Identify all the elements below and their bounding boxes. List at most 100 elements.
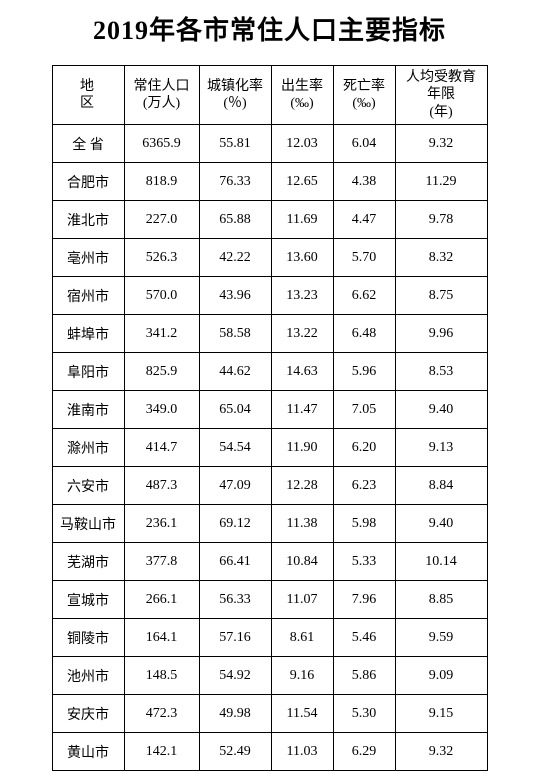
cell-urbanization: 55.81 [199,125,271,163]
cell-urbanization: 66.41 [199,543,271,581]
cell-education: 8.84 [395,467,487,505]
cell-urbanization: 76.33 [199,163,271,201]
page: 2019年各市常住人口主要指标 地 区 常住人口(万人) 城镇化率(％) 出生率… [0,0,539,771]
cell-urbanization: 47.09 [199,467,271,505]
cell-deathrate: 6.04 [333,125,395,163]
table-head: 地 区 常住人口(万人) 城镇化率(％) 出生率(‰) 死亡率(‰) 人均受教育… [52,66,487,125]
cell-urbanization: 57.16 [199,619,271,657]
cell-urbanization: 56.33 [199,581,271,619]
col-header-education: 人均受教育年限(年) [395,66,487,125]
cell-birthrate: 11.07 [271,581,333,619]
cell-deathrate: 5.96 [333,353,395,391]
cell-population: 236.1 [124,505,199,543]
table-row: 淮北市227.065.8811.694.479.78 [52,201,487,239]
cell-urbanization: 43.96 [199,277,271,315]
cell-region: 合肥市 [52,163,124,201]
table-row: 合肥市818.976.3312.654.3811.29 [52,163,487,201]
cell-education: 9.09 [395,657,487,695]
cell-deathrate: 6.29 [333,733,395,771]
page-title: 2019年各市常住人口主要指标 [0,10,539,47]
cell-population: 142.1 [124,733,199,771]
cell-population: 341.2 [124,315,199,353]
cell-urbanization: 65.04 [199,391,271,429]
table-body: 全 省6365.955.8112.036.049.32合肥市818.976.33… [52,125,487,771]
cell-urbanization: 54.92 [199,657,271,695]
cell-education: 9.59 [395,619,487,657]
cell-education: 10.14 [395,543,487,581]
cell-education: 9.13 [395,429,487,467]
cell-population: 570.0 [124,277,199,315]
cell-region: 宣城市 [52,581,124,619]
cell-education: 9.15 [395,695,487,733]
table-row: 池州市148.554.929.165.869.09 [52,657,487,695]
cell-region: 蚌埠市 [52,315,124,353]
cell-education: 9.32 [395,125,487,163]
cell-birthrate: 8.61 [271,619,333,657]
cell-population: 377.8 [124,543,199,581]
cell-population: 148.5 [124,657,199,695]
table-row: 宣城市266.156.3311.077.968.85 [52,581,487,619]
table-row: 铜陵市164.157.168.615.469.59 [52,619,487,657]
cell-deathrate: 7.96 [333,581,395,619]
cell-urbanization: 49.98 [199,695,271,733]
cell-birthrate: 10.84 [271,543,333,581]
cell-population: 266.1 [124,581,199,619]
cell-deathrate: 5.30 [333,695,395,733]
cell-education: 9.32 [395,733,487,771]
cell-birthrate: 11.38 [271,505,333,543]
col-header-deathrate: 死亡率(‰) [333,66,395,125]
cell-education: 11.29 [395,163,487,201]
table-row: 滁州市414.754.5411.906.209.13 [52,429,487,467]
cell-population: 526.3 [124,239,199,277]
cell-region: 铜陵市 [52,619,124,657]
cell-region: 芜湖市 [52,543,124,581]
cell-birthrate: 11.69 [271,201,333,239]
cell-region: 阜阳市 [52,353,124,391]
table-row: 安庆市472.349.9811.545.309.15 [52,695,487,733]
cell-deathrate: 7.05 [333,391,395,429]
cell-deathrate: 4.38 [333,163,395,201]
cell-birthrate: 11.47 [271,391,333,429]
cell-deathrate: 4.47 [333,201,395,239]
table-row: 全 省6365.955.8112.036.049.32 [52,125,487,163]
col-header-birthrate: 出生率(‰) [271,66,333,125]
cell-urbanization: 44.62 [199,353,271,391]
table-row: 阜阳市825.944.6214.635.968.53 [52,353,487,391]
cell-region: 安庆市 [52,695,124,733]
cell-deathrate: 5.46 [333,619,395,657]
cell-region: 淮北市 [52,201,124,239]
cell-region: 全 省 [52,125,124,163]
cell-birthrate: 13.23 [271,277,333,315]
cell-education: 9.96 [395,315,487,353]
table-row: 亳州市526.342.2213.605.708.32 [52,239,487,277]
cell-deathrate: 6.23 [333,467,395,505]
cell-birthrate: 11.54 [271,695,333,733]
population-table: 地 区 常住人口(万人) 城镇化率(％) 出生率(‰) 死亡率(‰) 人均受教育… [52,65,488,771]
cell-region: 黄山市 [52,733,124,771]
cell-birthrate: 14.63 [271,353,333,391]
cell-urbanization: 54.54 [199,429,271,467]
cell-region: 宿州市 [52,277,124,315]
cell-population: 818.9 [124,163,199,201]
cell-population: 227.0 [124,201,199,239]
cell-urbanization: 52.49 [199,733,271,771]
col-header-population: 常住人口(万人) [124,66,199,125]
cell-birthrate: 13.22 [271,315,333,353]
cell-birthrate: 13.60 [271,239,333,277]
cell-deathrate: 5.86 [333,657,395,695]
cell-population: 6365.9 [124,125,199,163]
cell-education: 8.32 [395,239,487,277]
cell-urbanization: 69.12 [199,505,271,543]
cell-education: 8.53 [395,353,487,391]
cell-population: 349.0 [124,391,199,429]
table-header-row: 地 区 常住人口(万人) 城镇化率(％) 出生率(‰) 死亡率(‰) 人均受教育… [52,66,487,125]
cell-birthrate: 11.90 [271,429,333,467]
cell-education: 8.75 [395,277,487,315]
table-row: 淮南市349.065.0411.477.059.40 [52,391,487,429]
cell-urbanization: 65.88 [199,201,271,239]
cell-region: 滁州市 [52,429,124,467]
cell-education: 9.78 [395,201,487,239]
table-row: 蚌埠市341.258.5813.226.489.96 [52,315,487,353]
cell-birthrate: 12.03 [271,125,333,163]
cell-deathrate: 6.20 [333,429,395,467]
